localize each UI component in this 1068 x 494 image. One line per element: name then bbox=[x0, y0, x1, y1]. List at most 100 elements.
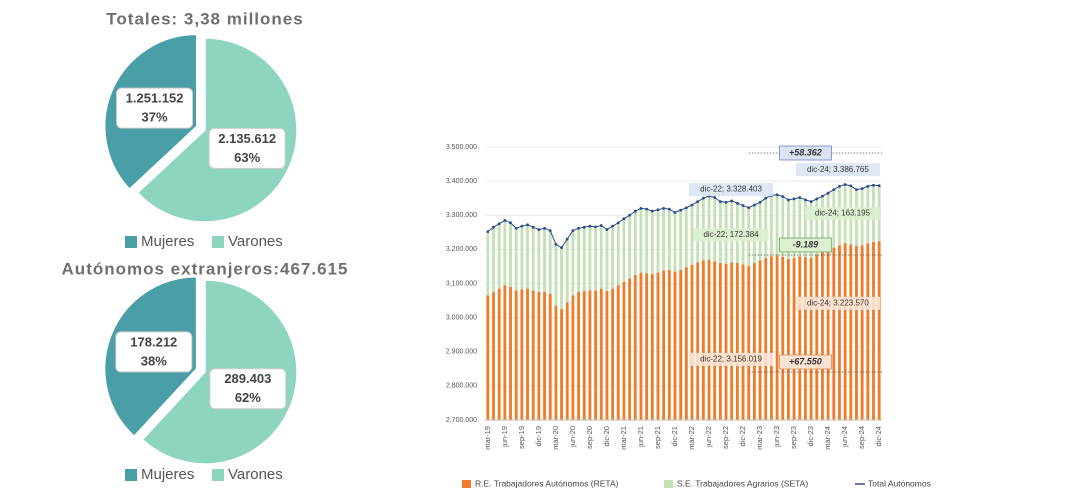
bar-segment bbox=[679, 269, 683, 420]
bar-segment bbox=[730, 262, 734, 420]
line-point bbox=[752, 203, 756, 207]
bar-segment bbox=[639, 208, 643, 273]
bar-segment bbox=[616, 222, 620, 286]
bar-segment bbox=[639, 272, 643, 420]
y-tick-label: 2.700.000 bbox=[446, 417, 477, 424]
bar-segment bbox=[775, 194, 779, 256]
line-point bbox=[650, 209, 654, 213]
bar-segment bbox=[696, 262, 700, 420]
bar-segment bbox=[554, 305, 558, 420]
bar-segment bbox=[605, 291, 609, 420]
line-point bbox=[826, 191, 830, 195]
x-tick-label: dic-23 bbox=[806, 426, 815, 446]
value-label: dic-24; 3.386.765 bbox=[807, 165, 869, 174]
line-point bbox=[758, 200, 762, 204]
y-tick-label: 2.800.000 bbox=[446, 383, 477, 390]
bar-segment bbox=[804, 199, 807, 257]
bar-segment bbox=[588, 226, 592, 291]
bar-segment bbox=[735, 263, 739, 420]
y-tick-label: 3.400.000 bbox=[446, 178, 477, 185]
bar-segment bbox=[497, 288, 501, 420]
bar-segment bbox=[594, 226, 598, 291]
legend-label: Mujeres bbox=[141, 466, 194, 483]
bar-segment bbox=[514, 228, 518, 291]
line-point bbox=[804, 198, 807, 202]
bar-segment bbox=[667, 209, 671, 270]
line-point bbox=[787, 198, 790, 202]
bar-segment bbox=[855, 245, 858, 420]
bar-segment bbox=[650, 211, 654, 274]
bar-segment bbox=[798, 197, 802, 257]
line-point bbox=[628, 213, 632, 217]
x-tick-label: jun-23 bbox=[772, 426, 781, 448]
line-point bbox=[645, 207, 649, 211]
chart-title: Totales: 3,38 millones bbox=[106, 9, 303, 28]
bar-chart: 2.700.000 2.800.000 2.900.000 3.000.000 3.10… bbox=[446, 144, 931, 488]
bar-segment bbox=[599, 225, 603, 289]
bar-segment bbox=[747, 265, 751, 420]
line-point bbox=[537, 228, 541, 231]
legend-label: Total Autónomos bbox=[868, 478, 931, 488]
line-point bbox=[492, 225, 495, 229]
percent-label: 62% bbox=[235, 390, 261, 405]
bar-segment bbox=[764, 257, 768, 420]
bar-segment bbox=[809, 257, 813, 420]
bar-segment bbox=[548, 230, 552, 294]
bar-segment bbox=[752, 263, 756, 420]
legend-label: Mujeres bbox=[141, 233, 194, 250]
line-point bbox=[860, 187, 864, 191]
bar-segment bbox=[520, 289, 524, 420]
line-point bbox=[781, 195, 785, 198]
bar-segment bbox=[503, 285, 507, 420]
bar-segment bbox=[622, 218, 626, 282]
x-tick-label: mar-21 bbox=[619, 426, 628, 450]
bar-segment bbox=[577, 292, 580, 420]
bar-segment bbox=[616, 285, 620, 420]
bar-segment bbox=[560, 247, 563, 310]
x-tick-label: sep-23 bbox=[789, 426, 798, 449]
legend-swatch bbox=[125, 236, 137, 248]
bar-segment bbox=[821, 252, 824, 420]
value-label: dic-24; 3.223.570 bbox=[807, 298, 869, 307]
bar-segment bbox=[611, 226, 615, 289]
bar-segment bbox=[577, 228, 580, 293]
bar-segment bbox=[769, 256, 773, 420]
bar-segment bbox=[673, 271, 677, 420]
bar-segment bbox=[520, 226, 524, 290]
bar-segment bbox=[537, 229, 541, 293]
value-label: 178.212 bbox=[130, 334, 177, 349]
label-box bbox=[115, 331, 193, 373]
y-tick-label: 3.000.000 bbox=[446, 314, 477, 321]
value-label-box bbox=[693, 228, 769, 242]
line-point bbox=[594, 225, 597, 229]
x-tick-label: jun-24 bbox=[840, 426, 849, 448]
bar-segment bbox=[633, 211, 637, 275]
line-point bbox=[577, 226, 580, 230]
bar-segment bbox=[707, 259, 711, 420]
x-tick-label: jun-21 bbox=[636, 426, 645, 448]
bar-segment bbox=[565, 302, 569, 420]
bar-segment bbox=[656, 272, 660, 420]
x-tick-label: dic-22 bbox=[738, 426, 747, 446]
pie-chart: Totales: 3,38 millones 1.251.152 37% 2.135.… bbox=[104, 9, 303, 250]
bar-segment bbox=[599, 288, 603, 420]
legend-swatch bbox=[125, 469, 137, 481]
y-tick-label: 2.900.000 bbox=[446, 349, 477, 356]
x-tick-label: jun-20 bbox=[568, 426, 577, 448]
line-point bbox=[679, 208, 683, 212]
bar-segment bbox=[526, 288, 529, 420]
bar-segment bbox=[787, 199, 790, 259]
bar-segment bbox=[497, 223, 501, 289]
value-label: dic-22; 3.156.019 bbox=[700, 354, 762, 363]
x-tick-label: mar-22 bbox=[687, 426, 696, 450]
x-tick-label: mar-24 bbox=[823, 426, 832, 450]
line-series bbox=[487, 184, 880, 249]
bar-segment bbox=[650, 273, 654, 420]
bar-segment bbox=[860, 245, 864, 420]
value-label: 2.135.612 bbox=[218, 131, 276, 146]
value-label: dic-24; 163.195 bbox=[815, 209, 871, 218]
line-point bbox=[798, 196, 802, 199]
line-point bbox=[554, 242, 558, 246]
bar-segment bbox=[843, 243, 847, 420]
bar-segment bbox=[701, 260, 705, 420]
